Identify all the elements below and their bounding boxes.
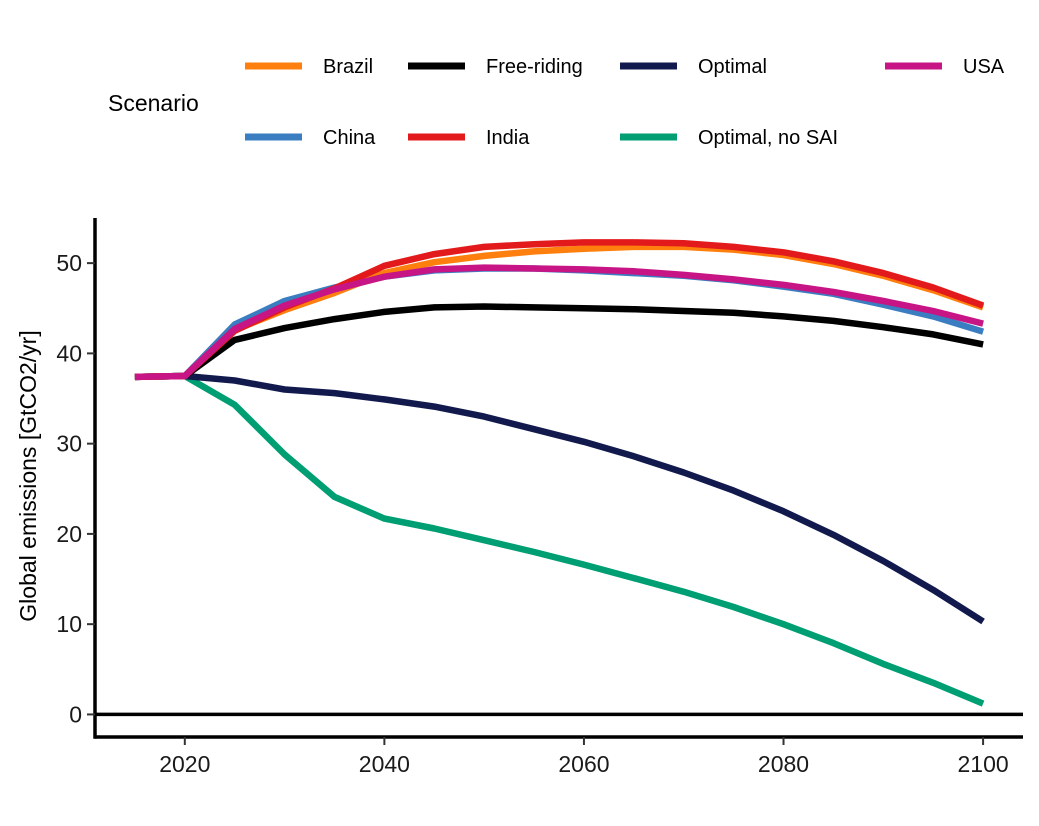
x-tick-label: 2040 — [359, 751, 410, 777]
x-tick-label: 2100 — [958, 751, 1009, 777]
y-axis-ticks: 0 10 20 30 40 50 — [56, 250, 95, 727]
plot-area: 2020 2040 2060 2080 2100 0 10 20 30 40 50 — [56, 218, 1023, 777]
series-line-optimal — [134, 372, 985, 625]
legend-label: Free-riding — [486, 56, 583, 78]
y-tick-label: 10 — [56, 611, 82, 637]
x-axis-ticks: 2020 2040 2060 2080 2100 — [159, 737, 1009, 777]
series-line-optimal-no-sai — [134, 372, 985, 707]
legend-label: Optimal, no SAI — [698, 127, 838, 149]
legend-label: Optimal — [698, 56, 767, 78]
legend-item: Free-riding — [408, 56, 583, 78]
y-tick-label: 50 — [56, 250, 82, 276]
series-line-usa — [134, 264, 984, 381]
legend-label: Brazil — [323, 56, 373, 78]
legend-label: India — [486, 127, 530, 149]
legend-item: USA — [885, 56, 1005, 78]
x-tick-label: 2060 — [558, 751, 609, 777]
y-tick-label: 30 — [56, 431, 82, 457]
legend-label: China — [323, 127, 376, 149]
y-tick-label: 40 — [56, 340, 82, 366]
x-tick-label: 2020 — [159, 751, 210, 777]
legend-item: Optimal — [620, 56, 767, 78]
legend-title: Scenario — [108, 90, 199, 116]
x-tick-label: 2080 — [758, 751, 809, 777]
y-tick-label: 20 — [56, 521, 82, 547]
legend-label: USA — [963, 56, 1005, 78]
legend: Scenario Brazil Free-riding Optimal USA Chin… — [108, 56, 1005, 149]
legend-item: China — [245, 127, 376, 149]
legend-item: India — [408, 127, 530, 149]
series-line-free-riding — [134, 303, 984, 381]
y-axis-title: Global emissions [GtCO2/yr] — [15, 330, 41, 621]
series-lines — [134, 239, 985, 707]
legend-item: Optimal, no SAI — [620, 127, 838, 149]
y-tick-label: 0 — [69, 701, 82, 727]
legend-item: Brazil — [245, 56, 373, 78]
